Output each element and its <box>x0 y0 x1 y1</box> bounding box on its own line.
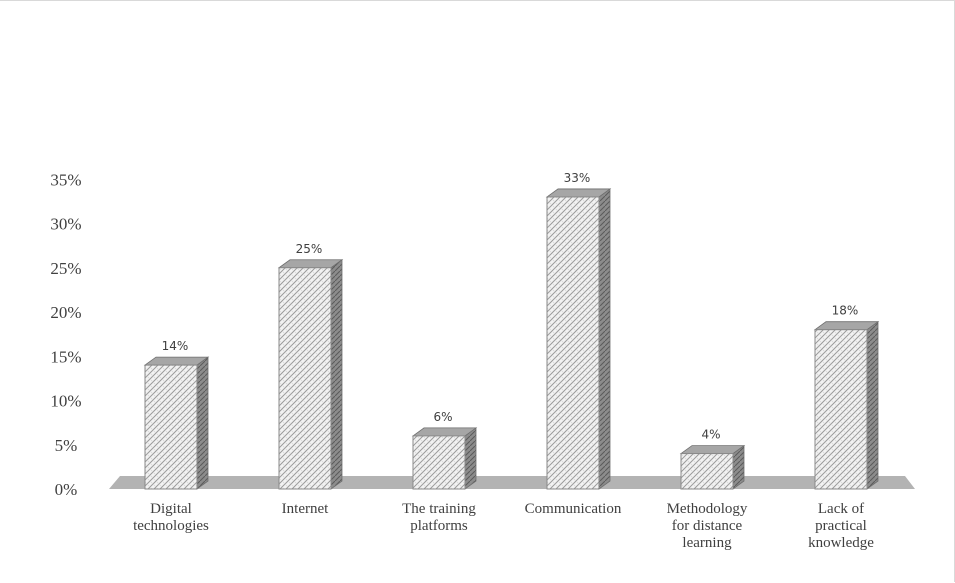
bar-top <box>545 188 612 198</box>
bar-side <box>866 320 879 490</box>
data-label: 6% <box>433 410 452 424</box>
y-tick-label: 35% <box>50 170 81 189</box>
bar-top <box>813 321 880 331</box>
bar-front <box>412 435 466 490</box>
y-tick-label: 20% <box>50 303 81 322</box>
bar-front <box>144 364 198 490</box>
data-label: 4% <box>701 428 720 442</box>
x-category-label: The training platforms <box>402 501 476 534</box>
y-tick-label: 25% <box>50 259 81 278</box>
bar-front <box>680 453 734 490</box>
x-category-label: Methodology for distance learning <box>667 501 748 551</box>
floor-plane <box>109 476 915 489</box>
bar-front <box>546 196 600 490</box>
bar <box>411 427 478 490</box>
bar <box>143 356 210 490</box>
bar <box>813 320 880 490</box>
data-label: 33% <box>564 171 591 185</box>
bar-front <box>814 329 868 490</box>
bar <box>277 258 344 490</box>
bar-top <box>411 427 478 437</box>
y-tick-label: 10% <box>50 392 81 411</box>
bar-side <box>196 356 209 490</box>
data-label: 25% <box>296 242 323 256</box>
data-label: 18% <box>832 304 859 318</box>
bar-top <box>679 445 746 455</box>
bar-side <box>464 427 477 490</box>
y-tick-label: 5% <box>55 436 78 455</box>
bar <box>679 444 746 490</box>
y-tick-label: 30% <box>50 215 81 234</box>
x-category-label: Lack of practical knowledge <box>808 501 874 551</box>
x-category-label: Digital technologies <box>133 501 209 534</box>
bar-side <box>330 258 343 490</box>
y-tick-label: 15% <box>50 347 81 366</box>
y-tick-label: 0% <box>55 480 78 499</box>
data-label: 14% <box>162 339 189 353</box>
x-category-label: Communication <box>525 501 622 517</box>
bar-front <box>278 267 332 490</box>
bar-top <box>143 356 210 366</box>
bar-side <box>598 188 611 490</box>
x-category-label: Internet <box>282 501 329 517</box>
bar <box>545 188 612 490</box>
bar-top <box>277 259 344 269</box>
